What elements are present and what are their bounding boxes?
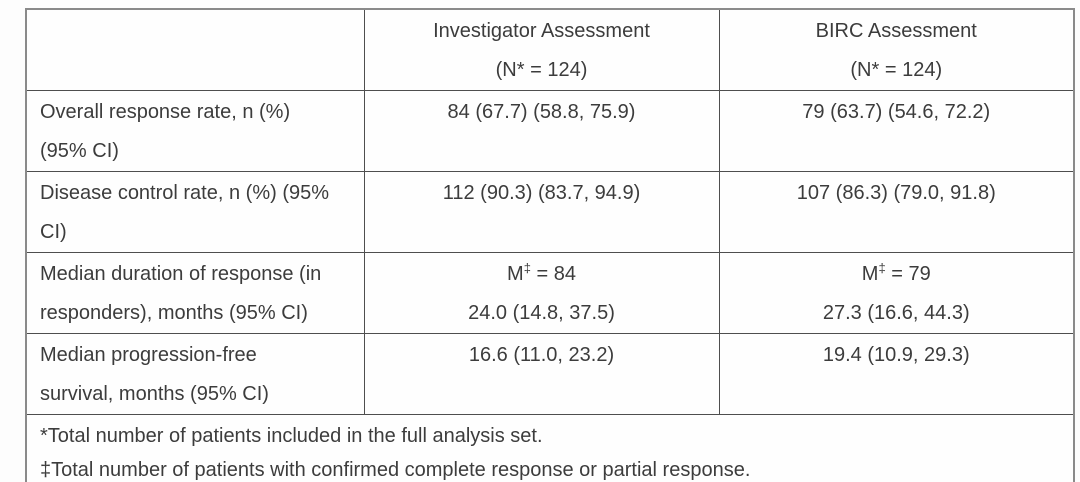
row-label-line: Disease control rate, n (%) (95% <box>40 182 330 204</box>
row-label-line: (95% CI) <box>40 140 119 162</box>
cell-pfs-birc: 19.4 (10.9, 29.3) <box>718 333 1075 415</box>
row-label-line: survival, months (95% CI) <box>40 383 269 405</box>
header-birc-line1: BIRC Assessment <box>815 20 977 42</box>
footnote-full-analysis-set: *Total number of patients included in th… <box>40 425 543 447</box>
efficacy-results-table: Investigator Assessment (N* = 124) BIRC … <box>25 8 1075 482</box>
header-investigator-n: (N* = 124) <box>495 59 588 81</box>
header-empty-cell <box>25 8 365 91</box>
row-median-duration-of-response: Median duration of response (in responde… <box>25 252 1075 334</box>
row-disease-control-rate: Disease control rate, n (%) (95% CI) 112… <box>25 171 1075 253</box>
footnotes-row: *Total number of patients included in th… <box>25 414 1075 482</box>
row-label-line: Median progression-free <box>40 344 257 366</box>
header-row: Investigator Assessment (N* = 124) BIRC … <box>25 8 1075 91</box>
row-label-line: Overall response rate, n (%) <box>40 101 291 123</box>
cell-dor-investigator-ci: 24.0 (14.8, 37.5) <box>468 302 615 324</box>
header-birc-n: (N* = 124) <box>850 59 943 81</box>
cell-orr-investigator: 84 (67.7) (58.8, 75.9) <box>363 90 720 172</box>
cell-pfs-investigator: 16.6 (11.0, 23.2) <box>363 333 720 415</box>
cell-dor-birc-m: M‡ = 79 <box>861 260 931 285</box>
double-dagger-superscript: ‡ <box>523 260 531 276</box>
cell-dcr-birc: 107 (86.3) (79.0, 91.8) <box>718 171 1075 253</box>
footnotes-cell: *Total number of patients included in th… <box>25 414 1075 482</box>
header-birc-assessment: BIRC Assessment (N* = 124) <box>718 8 1075 91</box>
footnote-confirmed-response: ‡Total number of patients with confirmed… <box>40 459 751 481</box>
double-dagger-superscript: ‡ <box>878 260 886 276</box>
cell-dcr-investigator: 112 (90.3) (83.7, 94.9) <box>363 171 720 253</box>
row-label-median-progression-free-survival: Median progression-free survival, months… <box>25 333 365 415</box>
row-label-line: Median duration of response (in <box>40 263 322 285</box>
header-investigator-assessment: Investigator Assessment (N* = 124) <box>363 8 720 91</box>
row-overall-response-rate: Overall response rate, n (%) (95% CI) 84… <box>25 90 1075 172</box>
row-median-progression-free-survival: Median progression-free survival, months… <box>25 333 1075 415</box>
row-label-line: CI) <box>40 221 67 243</box>
cell-dor-investigator: M‡ = 84 24.0 (14.8, 37.5) <box>363 252 720 334</box>
row-label-disease-control-rate: Disease control rate, n (%) (95% CI) <box>25 171 365 253</box>
header-investigator-line1: Investigator Assessment <box>433 20 650 42</box>
cell-dor-birc: M‡ = 79 27.3 (16.6, 44.3) <box>718 252 1075 334</box>
row-label-overall-response-rate: Overall response rate, n (%) (95% CI) <box>25 90 365 172</box>
cell-orr-birc: 79 (63.7) (54.6, 72.2) <box>718 90 1075 172</box>
cell-dor-birc-ci: 27.3 (16.6, 44.3) <box>822 302 970 324</box>
cell-dor-investigator-m: M‡ = 84 <box>507 260 576 285</box>
row-label-median-duration-of-response: Median duration of response (in responde… <box>25 252 365 334</box>
row-label-line: responders), months (95% CI) <box>40 302 308 324</box>
